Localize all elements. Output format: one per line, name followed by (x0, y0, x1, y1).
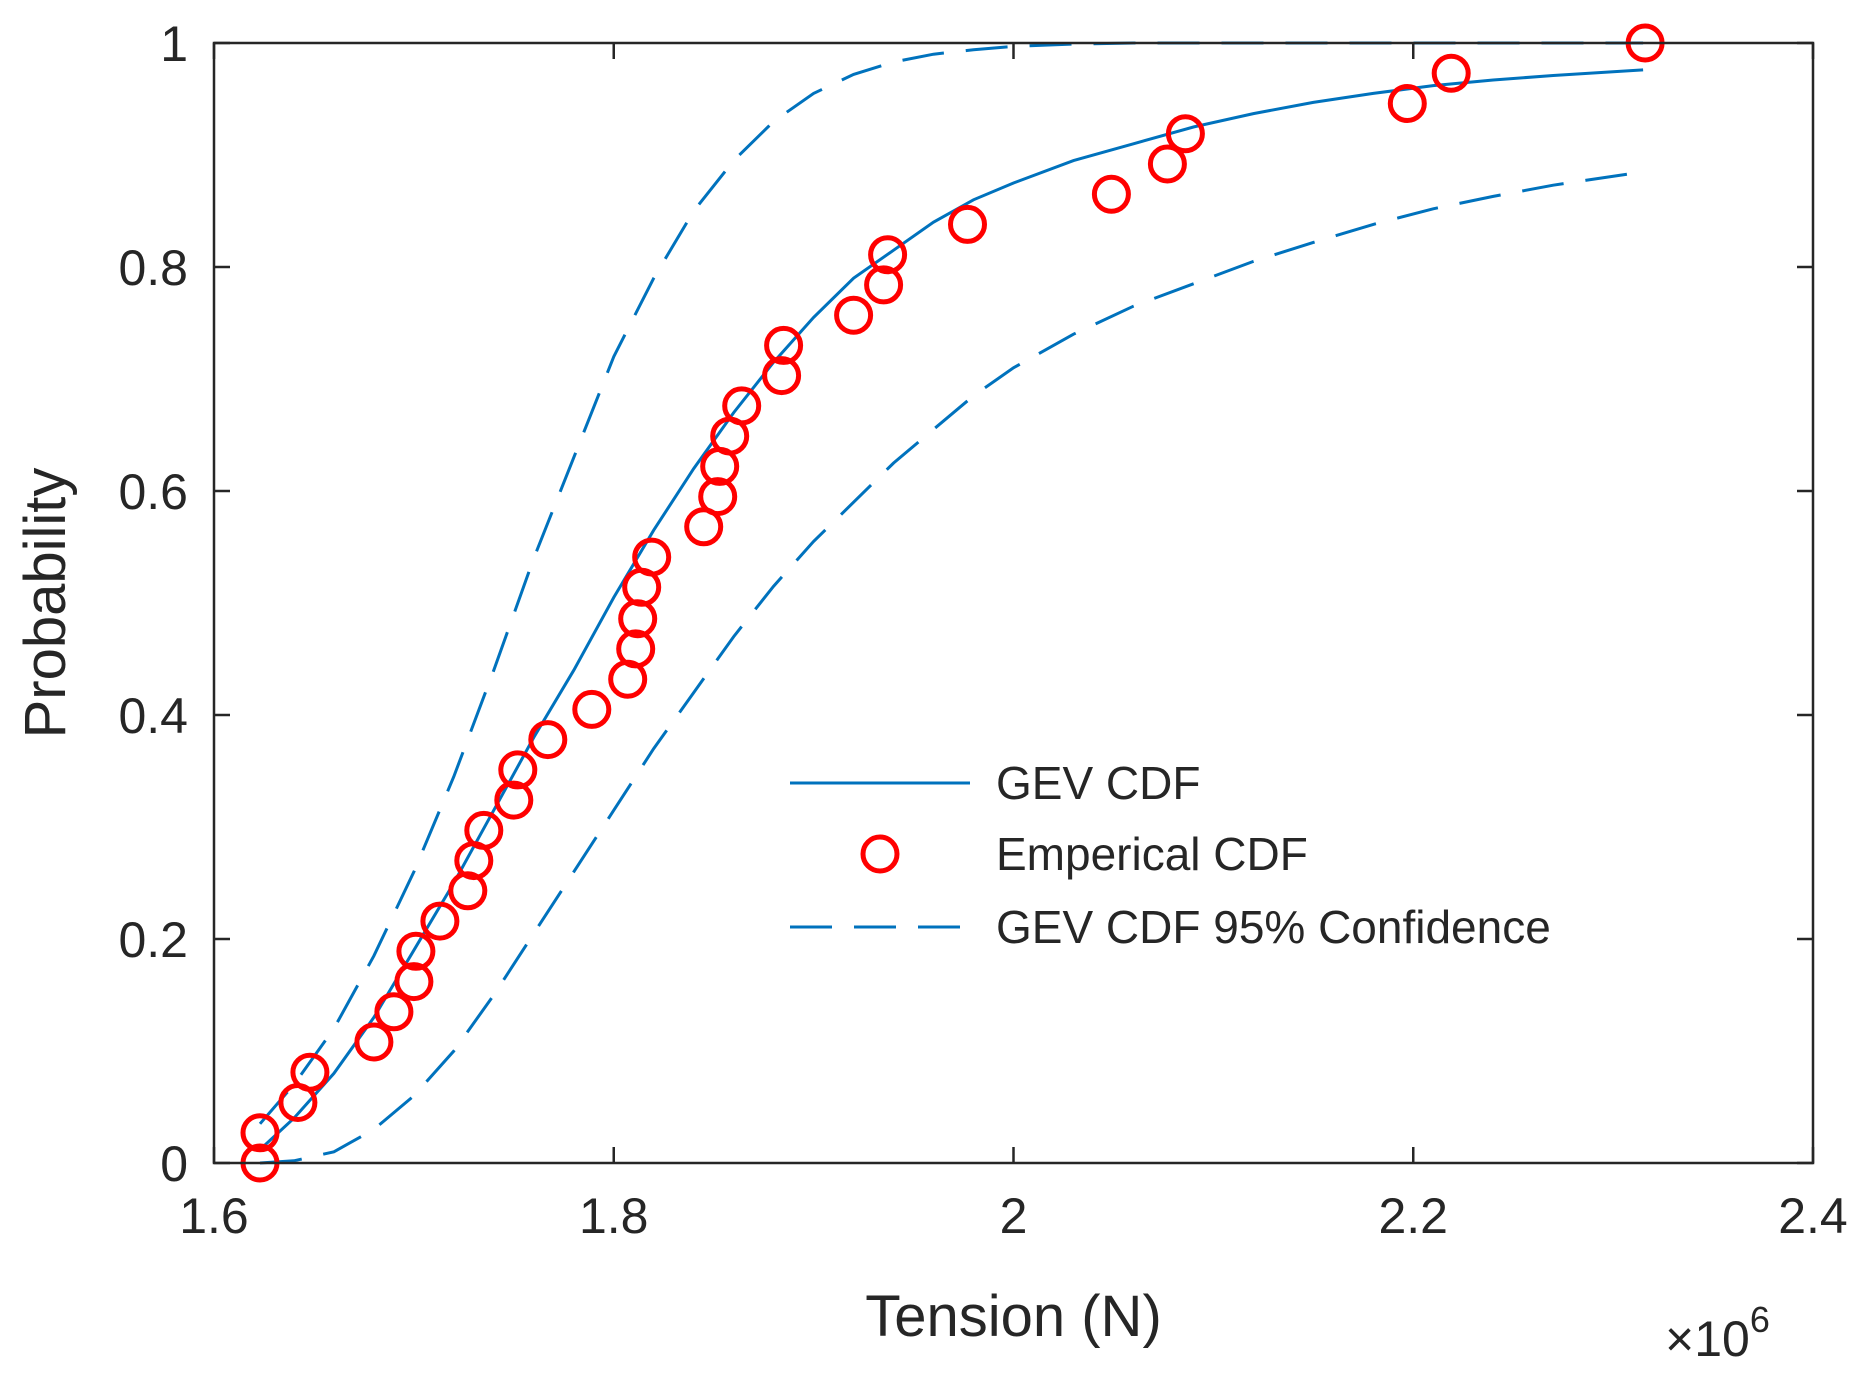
empirical-cdf-point (494, 780, 534, 820)
legend: GEV CDF Emperical CDF GEV CDF 95% Confiden… (790, 757, 1551, 953)
empirical-cdf-point (354, 1022, 394, 1062)
ticks-layer: 1.6 1.8 2 2.2 2.4 0 0.2 0.4 0.6 0.8 1 (118, 16, 1847, 1244)
y-axis-title: Probability (13, 468, 78, 739)
empirical-cdf-point (762, 356, 802, 396)
empirical-cdf-point (698, 477, 738, 517)
y-tick-label: 1 (160, 16, 188, 72)
empirical-cdf-point (1147, 144, 1187, 184)
empirical-cdf-point (572, 689, 612, 729)
empirical-cdf-point (616, 629, 656, 669)
x-axis-exponent-label: ×106 (1665, 1299, 1770, 1367)
x-exponent-power: 6 (1750, 1299, 1770, 1340)
empirical-cdf-point (420, 901, 460, 941)
empirical-cdf-point (240, 1113, 280, 1153)
empirical-cdf-point (528, 720, 568, 760)
empirical-cdf-point (394, 962, 434, 1002)
empirical-cdf-point (464, 810, 504, 850)
x-tick-label: 2.2 (1378, 1188, 1448, 1244)
empirical-cdf-point (864, 265, 904, 305)
empirical-cdf-point (396, 931, 436, 971)
x-tick-label: 2.4 (1778, 1188, 1848, 1244)
y-tick-label: 0.8 (118, 240, 188, 296)
x-exponent-base: ×10 (1665, 1311, 1750, 1367)
y-tick-label: 0.4 (118, 688, 188, 744)
legend-swatch-empirical-cdf (860, 834, 900, 874)
empirical-cdf-point (1091, 174, 1131, 214)
x-tick-label: 1.6 (179, 1188, 249, 1244)
y-tick-label: 0 (160, 1136, 188, 1192)
empirical-cdf-point (448, 871, 488, 911)
empirical-cdf-point (868, 235, 908, 275)
empirical-cdf-point (632, 537, 672, 577)
empirical-cdf-point (948, 204, 987, 244)
y-tick-label: 0.2 (118, 912, 188, 968)
empirical-cdf-point (498, 750, 538, 790)
y-tick-label: 0.6 (118, 464, 188, 520)
empirical-cdf-point (1165, 114, 1205, 154)
x-tick-label: 1.8 (579, 1188, 649, 1244)
legend-label: Emperical CDF (996, 828, 1308, 880)
ci-lower-line (259, 170, 1644, 1165)
gev-cdf-line (258, 68, 1644, 1151)
empirical-cdf-point (374, 992, 414, 1032)
empirical-cdf-point (834, 295, 874, 335)
empirical-cdf-point (764, 325, 804, 365)
empirical-cdf-point (1387, 84, 1427, 123)
legend-label: GEV CDF (996, 757, 1200, 809)
empirical-cdf-point (722, 386, 762, 426)
x-tick-label: 2 (1000, 1188, 1028, 1244)
empirical-cdf-point (1431, 53, 1471, 93)
empirical-cdf-point (290, 1052, 330, 1092)
legend-label: GEV CDF 95% Confidence (996, 901, 1551, 953)
x-axis-title: Tension (N) (865, 1284, 1162, 1349)
